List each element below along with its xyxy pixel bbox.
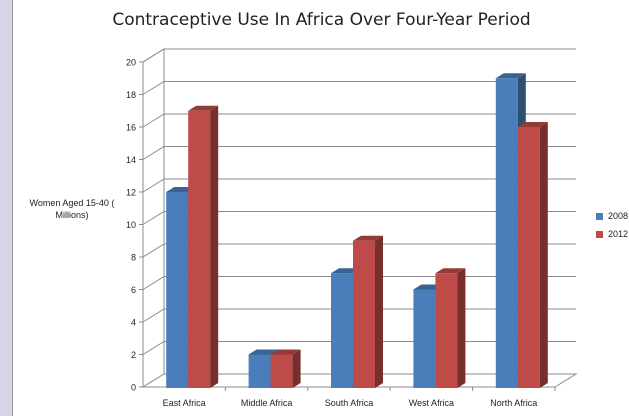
- bar-side: [375, 236, 383, 388]
- bar: [435, 273, 457, 388]
- legend-label-2008: 2008: [608, 211, 628, 221]
- bar-side: [457, 268, 465, 388]
- y-tick-label: 6: [131, 285, 136, 295]
- legend-item-2008: 2008: [596, 207, 628, 225]
- bar-side: [210, 106, 218, 388]
- bar: [249, 355, 271, 389]
- y-tick-label: 2: [131, 350, 136, 360]
- y-tick-label: 0: [131, 383, 136, 393]
- legend: 2008 2012: [596, 207, 628, 243]
- legend-swatch-2008: [596, 213, 603, 220]
- y-tick-label: 12: [126, 188, 136, 198]
- bar: [496, 78, 518, 388]
- bar-side: [540, 122, 548, 388]
- x-tick-label: Middle Africa: [241, 398, 293, 408]
- bar: [188, 111, 210, 388]
- y-tick-label: 16: [126, 123, 136, 133]
- x-tick-label: South Africa: [325, 398, 374, 408]
- y-tick-label: 18: [126, 90, 136, 100]
- legend-label-2012: 2012: [608, 229, 628, 239]
- bar: [271, 355, 293, 389]
- bar-side: [293, 350, 301, 389]
- x-tick-label: East Africa: [163, 398, 206, 408]
- legend-swatch-2012: [596, 231, 603, 238]
- y-tick-label: 8: [131, 253, 136, 263]
- plot-area: 0 2 4 6 8 10 12 14 16 18 20 East Africa Middle Afric…: [13, 0, 629, 416]
- legend-item-2012: 2012: [596, 225, 628, 243]
- bar: [353, 241, 375, 388]
- bar: [331, 273, 353, 388]
- y-tick-label: 10: [126, 220, 136, 230]
- y-tick-label: 14: [126, 155, 136, 165]
- y-tick-label: 4: [131, 318, 136, 328]
- x-tick-label: North Africa: [490, 398, 537, 408]
- bar: [166, 192, 188, 388]
- gridline: [143, 49, 576, 62]
- chart-frame: Contraceptive Use In Africa Over Four-Ye…: [12, 0, 629, 416]
- bar: [518, 127, 540, 388]
- y-tick-label: 20: [126, 58, 136, 68]
- bar: [413, 290, 435, 389]
- x-tick-label: West Africa: [409, 398, 454, 408]
